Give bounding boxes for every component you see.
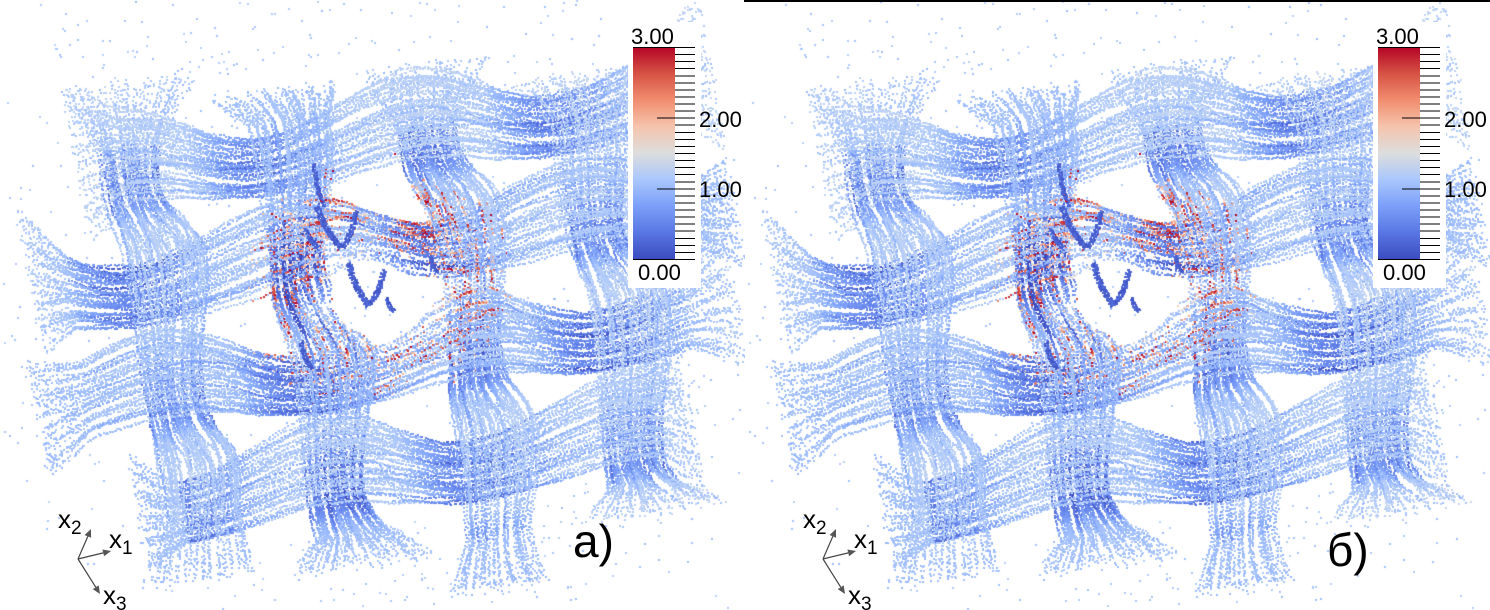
- svg-text:x2: x2: [58, 504, 82, 539]
- svg-text:x2: x2: [803, 504, 827, 539]
- svg-text:x1: x1: [854, 524, 878, 559]
- svg-text:x3: x3: [103, 580, 127, 610]
- svg-text:x1: x1: [109, 524, 133, 559]
- svg-text:x3: x3: [848, 580, 872, 610]
